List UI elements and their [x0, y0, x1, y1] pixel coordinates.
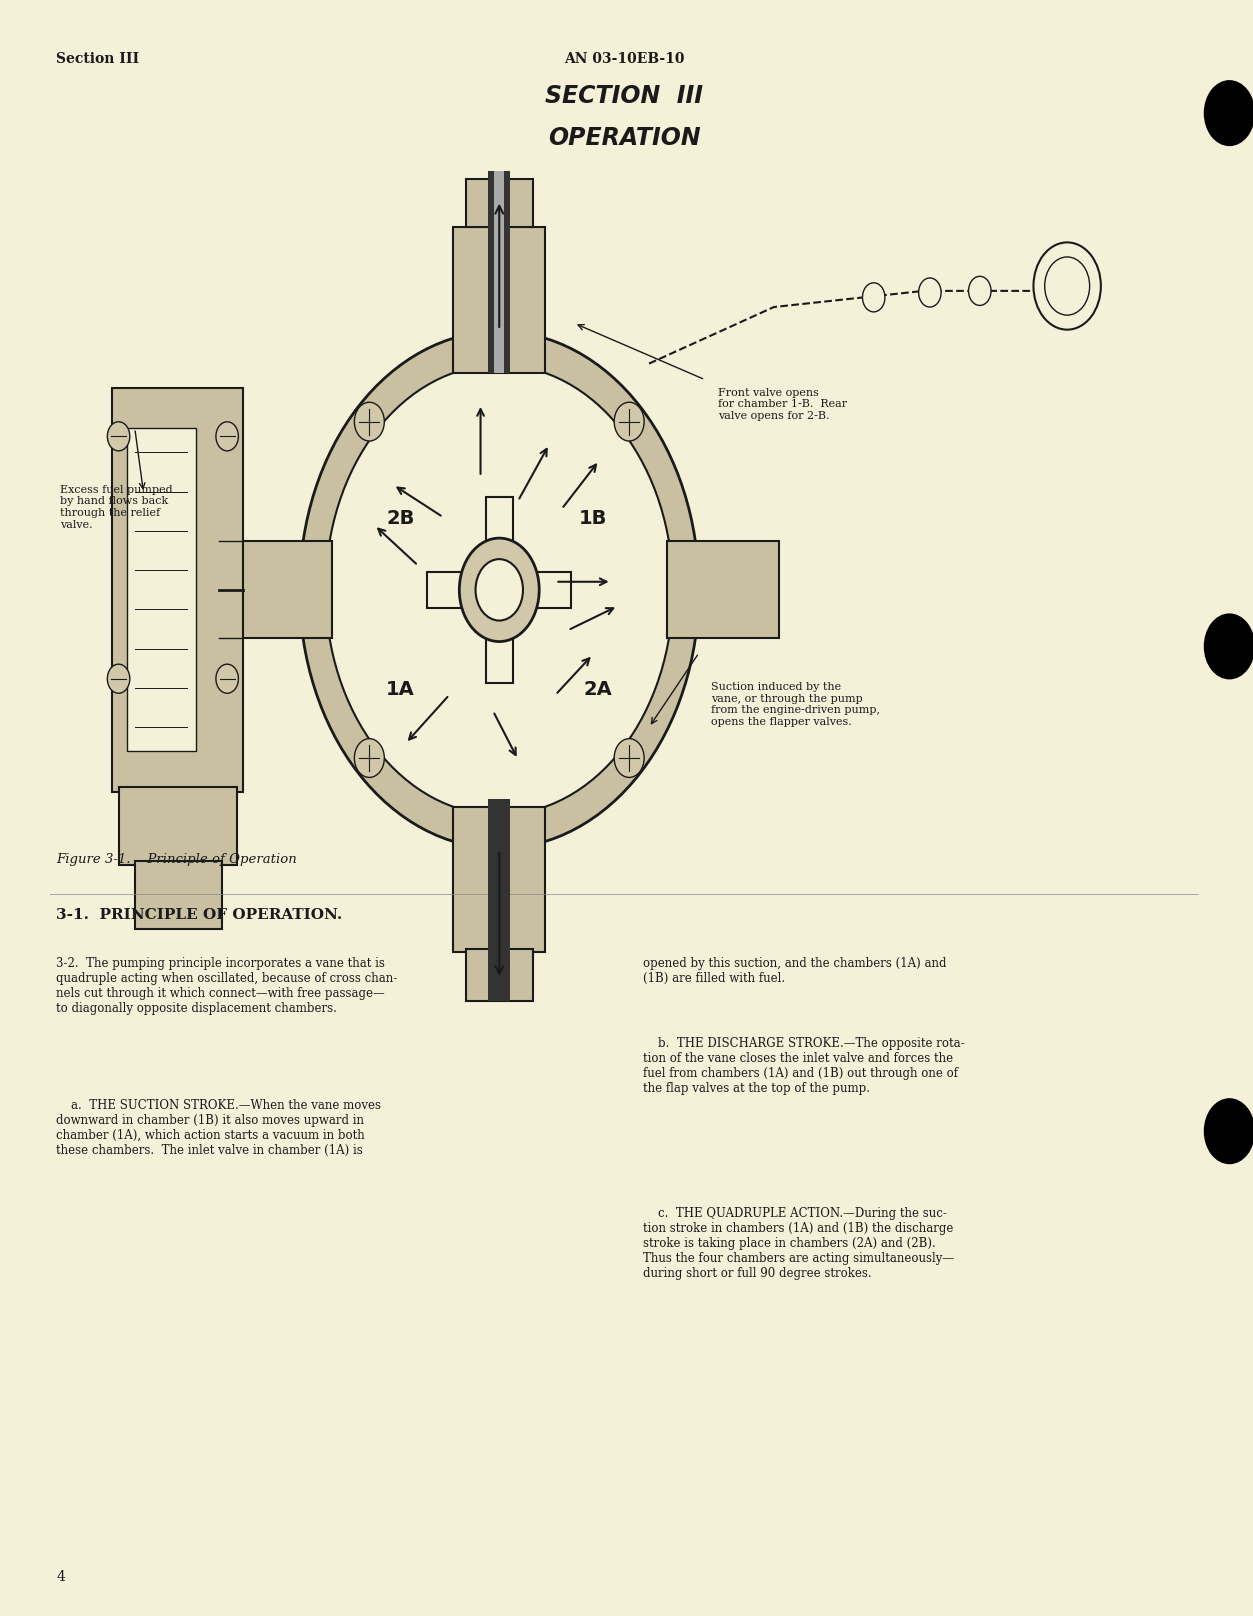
FancyArrowPatch shape — [558, 658, 589, 693]
Text: a.  THE SUCTION STROKE.—When the vane moves
downward in chamber (1B) it also mov: a. THE SUCTION STROKE.—When the vane mov… — [56, 1099, 381, 1157]
Circle shape — [918, 278, 941, 307]
Text: AN 03-10EB-10: AN 03-10EB-10 — [564, 52, 684, 66]
Circle shape — [216, 664, 238, 693]
Polygon shape — [485, 498, 512, 682]
Circle shape — [355, 402, 385, 441]
FancyArrowPatch shape — [408, 696, 447, 740]
Text: b.  THE DISCHARGE STROKE.—The opposite rota-
tion of the vane closes the inlet v: b. THE DISCHARGE STROKE.—The opposite ro… — [643, 1037, 965, 1096]
FancyArrowPatch shape — [378, 528, 416, 564]
Circle shape — [1034, 242, 1101, 330]
Circle shape — [969, 276, 991, 305]
FancyBboxPatch shape — [487, 171, 510, 373]
FancyBboxPatch shape — [454, 228, 545, 373]
Text: 3-2.  The pumping principle incorporates a vane that is
quadruple acting when os: 3-2. The pumping principle incorporates … — [56, 957, 397, 1015]
Circle shape — [216, 422, 238, 451]
Text: Suction induced by the
vane, or through the pump
from the engine-driven pump,
op: Suction induced by the vane, or through … — [712, 682, 881, 727]
Circle shape — [1204, 1099, 1253, 1164]
Text: Excess fuel pumped
by hand flows back
through the relief
valve.: Excess fuel pumped by hand flows back th… — [60, 485, 173, 530]
Circle shape — [862, 283, 885, 312]
Circle shape — [355, 739, 385, 777]
Circle shape — [108, 422, 130, 451]
Text: 4: 4 — [56, 1569, 65, 1584]
Polygon shape — [427, 572, 571, 608]
FancyArrowPatch shape — [495, 853, 504, 974]
Circle shape — [1045, 257, 1090, 315]
Circle shape — [460, 538, 539, 642]
FancyBboxPatch shape — [494, 171, 504, 373]
FancyBboxPatch shape — [219, 541, 332, 638]
Text: 2A: 2A — [584, 680, 613, 698]
Circle shape — [614, 739, 644, 777]
FancyBboxPatch shape — [466, 949, 533, 1000]
FancyArrowPatch shape — [564, 465, 596, 507]
FancyBboxPatch shape — [119, 787, 237, 865]
Text: Front valve opens
for chamber 1-B.  Rear
valve opens for 2-B.: Front valve opens for chamber 1-B. Rear … — [718, 388, 847, 422]
FancyArrowPatch shape — [477, 409, 484, 473]
Circle shape — [1204, 614, 1253, 679]
Circle shape — [299, 331, 699, 848]
FancyArrowPatch shape — [495, 205, 504, 326]
Text: 1A: 1A — [386, 680, 415, 698]
Circle shape — [326, 365, 673, 814]
Text: OPERATION: OPERATION — [548, 126, 700, 150]
Text: c.  THE QUADRUPLE ACTION.—During the suc-
tion stroke in chambers (1A) and (1B) : c. THE QUADRUPLE ACTION.—During the suc-… — [643, 1207, 954, 1280]
FancyBboxPatch shape — [667, 541, 779, 638]
Text: 1B: 1B — [579, 509, 606, 528]
Text: SECTION  III: SECTION III — [545, 84, 703, 108]
Text: 2B: 2B — [386, 509, 415, 528]
Circle shape — [108, 664, 130, 693]
Text: Figure 3-1.    Principle of Operation: Figure 3-1. Principle of Operation — [56, 853, 297, 866]
FancyBboxPatch shape — [128, 428, 195, 751]
Circle shape — [476, 559, 523, 621]
FancyArrowPatch shape — [494, 714, 516, 755]
FancyArrowPatch shape — [519, 449, 546, 498]
Text: opened by this suction, and the chambers (1A) and
(1B) are filled with fuel.: opened by this suction, and the chambers… — [643, 957, 946, 984]
FancyBboxPatch shape — [454, 806, 545, 952]
Circle shape — [614, 402, 644, 441]
FancyArrowPatch shape — [558, 579, 606, 585]
Text: Section III: Section III — [56, 52, 139, 66]
Circle shape — [1204, 81, 1253, 145]
FancyBboxPatch shape — [487, 798, 510, 1000]
FancyBboxPatch shape — [135, 861, 222, 929]
FancyBboxPatch shape — [466, 179, 533, 228]
Text: 3-1.  PRINCIPLE OF OPERATION.: 3-1. PRINCIPLE OF OPERATION. — [56, 908, 342, 923]
FancyArrowPatch shape — [397, 488, 441, 516]
FancyArrowPatch shape — [570, 608, 613, 629]
FancyBboxPatch shape — [113, 388, 243, 792]
